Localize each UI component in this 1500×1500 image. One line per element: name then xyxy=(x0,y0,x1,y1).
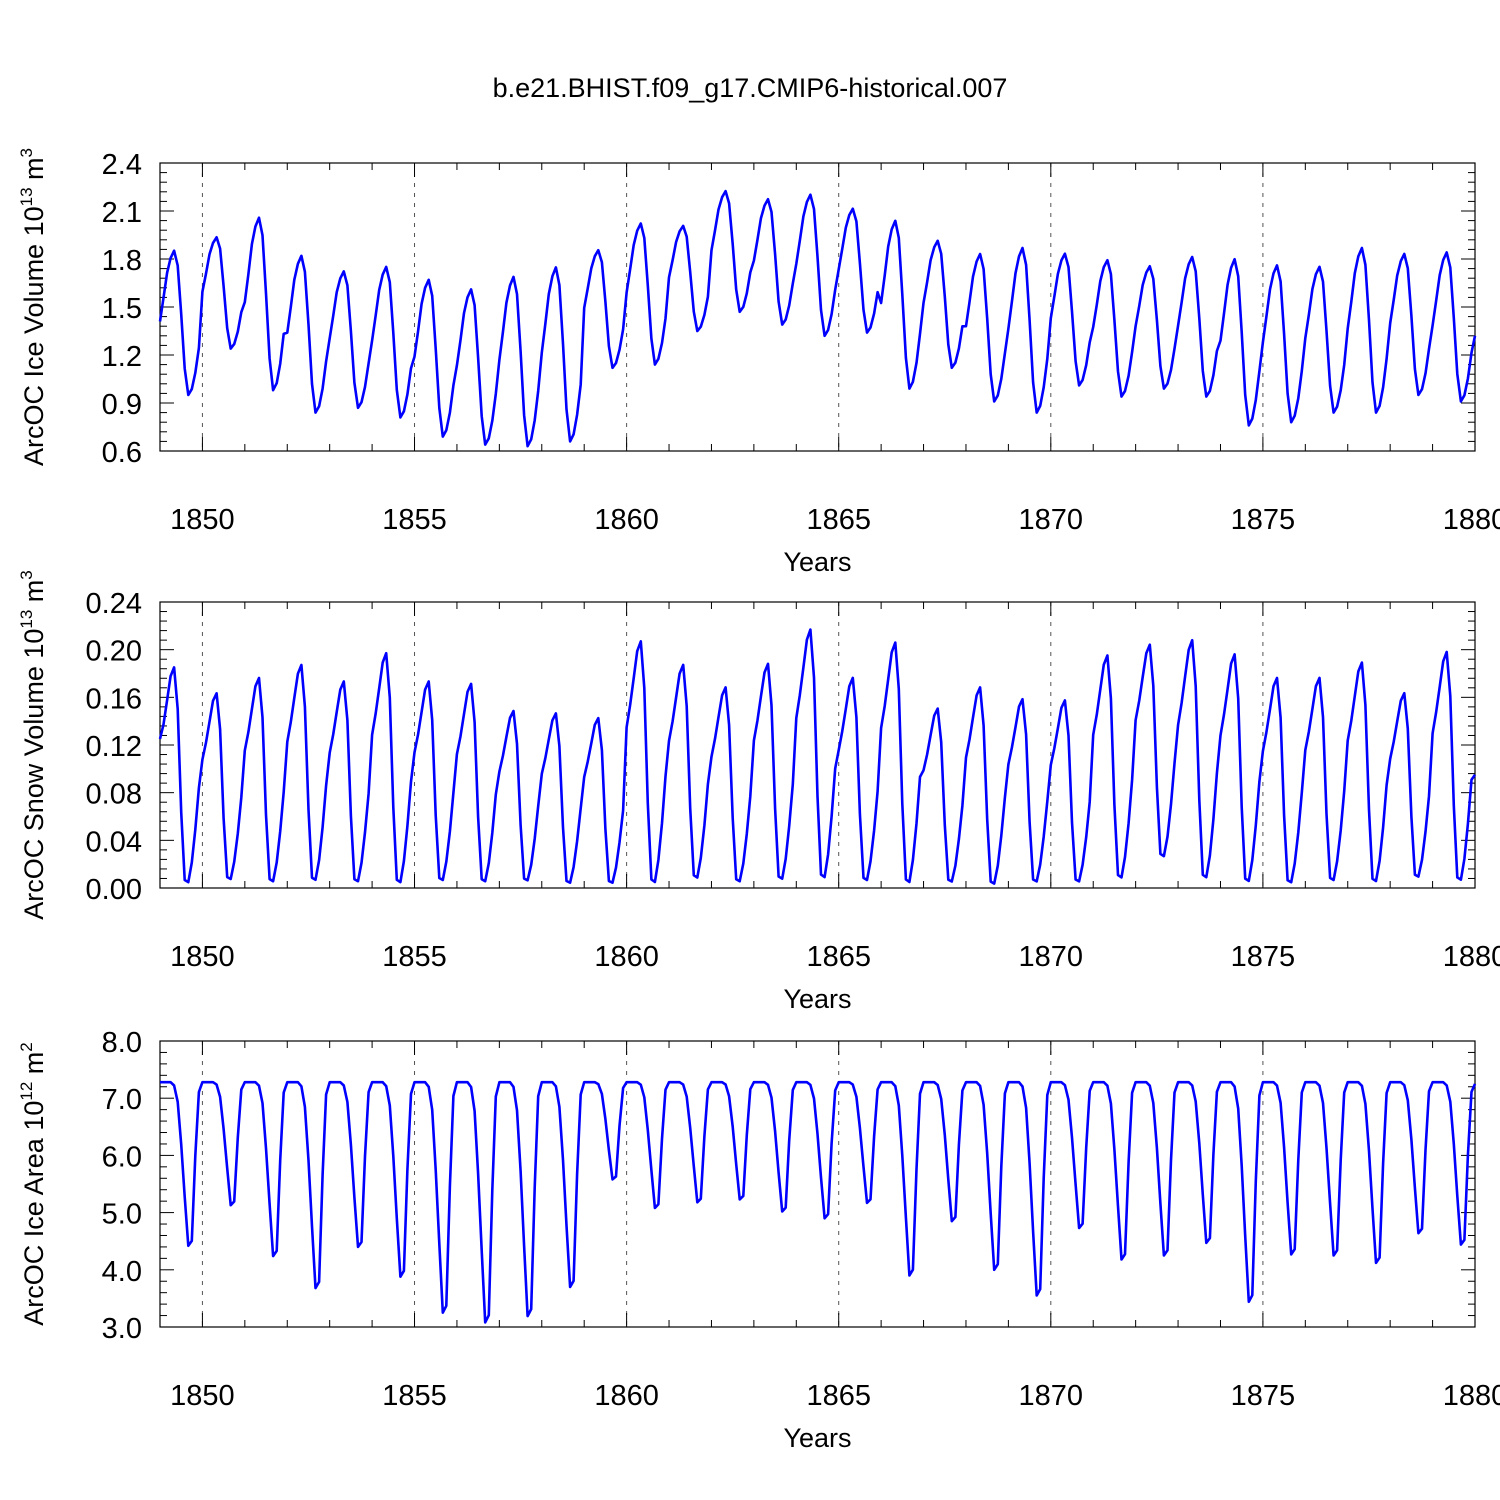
chart-title: b.e21.BHIST.f09_g17.CMIP6-historical.007 xyxy=(493,73,1008,103)
y-axis-label: ArcOC Ice Volume 1013 m3 xyxy=(17,148,49,466)
x-tick-label: 1880 xyxy=(1443,941,1500,973)
x-tick-label: 1875 xyxy=(1231,941,1296,973)
y-axis-label: ArcOC Snow Volume 1013 m3 xyxy=(17,570,49,920)
y-axis-label: ArcOC Ice Area 1012 m2 xyxy=(17,1042,49,1326)
x-tick-label: 1870 xyxy=(1019,504,1084,536)
y-tick-label: 6.0 xyxy=(102,1141,142,1173)
y-tick-label: 2.1 xyxy=(102,197,142,229)
plot-frame xyxy=(159,1040,1476,1328)
x-axis-label: Years xyxy=(783,1423,851,1453)
y-tick-label: 4.0 xyxy=(102,1256,142,1288)
x-tick-label: 1870 xyxy=(1019,941,1084,973)
x-tick-label: 1865 xyxy=(806,941,871,973)
x-tick-label: 1850 xyxy=(170,504,235,536)
series-line-1 xyxy=(158,189,1477,448)
y-tick-label: 1.2 xyxy=(102,341,142,373)
series-line-3 xyxy=(160,1080,1477,1324)
y-tick-label: 0.24 xyxy=(86,588,142,620)
x-tick-label: 1875 xyxy=(1231,1380,1296,1412)
y-tick-label: 2.4 xyxy=(102,149,142,181)
x-tick-label: 1850 xyxy=(170,941,235,973)
y-tick-label: 8.0 xyxy=(102,1027,142,1059)
plot-frame xyxy=(159,601,1476,889)
x-tick-label: 1860 xyxy=(594,1380,659,1412)
y-tick-label: 0.12 xyxy=(86,731,142,763)
series-line-2 xyxy=(158,628,1477,885)
x-tick-label: 1880 xyxy=(1443,1380,1500,1412)
x-tick-label: 1860 xyxy=(594,941,659,973)
x-tick-label: 1875 xyxy=(1231,504,1296,536)
x-tick-label: 1865 xyxy=(806,1380,871,1412)
chart-panel-3: 1850 1855 1860 1865 1870 1875 1880 3.0 4.0 5.0 6.0… xyxy=(17,1027,1500,1453)
y-tick-label: 5.0 xyxy=(102,1199,142,1231)
y-tick-label: 7.0 xyxy=(102,1084,142,1116)
x-tick-label: 1870 xyxy=(1019,1380,1084,1412)
x-tick-label: 1865 xyxy=(806,504,871,536)
y-tick-label: 0.9 xyxy=(102,389,142,421)
y-tick-label: 0.16 xyxy=(86,683,142,715)
x-tick-label: 1850 xyxy=(170,1380,235,1412)
chart-panel-1: 1850 1855 1860 1865 1870 1875 1880 0.6 0.9 1.2 1.5… xyxy=(17,148,1500,577)
x-tick-label: 1855 xyxy=(382,1380,447,1412)
chart-panel-2: 1850 1855 1860 1865 1870 1875 1880 0.00 0.04 0.08… xyxy=(17,570,1500,1014)
y-tick-label: 1.5 xyxy=(102,293,142,325)
y-tick-label: 0.00 xyxy=(86,874,142,906)
x-tick-label: 1880 xyxy=(1443,504,1500,536)
x-tick-label: 1860 xyxy=(594,504,659,536)
y-tick-label: 0.04 xyxy=(86,826,142,858)
x-tick-label: 1855 xyxy=(382,941,447,973)
y-tick-label: 0.6 xyxy=(102,437,142,469)
y-tick-label: 3.0 xyxy=(102,1313,142,1345)
y-tick-label: 0.20 xyxy=(86,636,142,668)
x-tick-label: 1855 xyxy=(382,504,447,536)
x-axis-label: Years xyxy=(783,984,851,1014)
y-tick-label: 1.8 xyxy=(102,245,142,277)
x-axis-label: Years xyxy=(783,547,851,577)
y-tick-label: 0.08 xyxy=(86,779,142,811)
